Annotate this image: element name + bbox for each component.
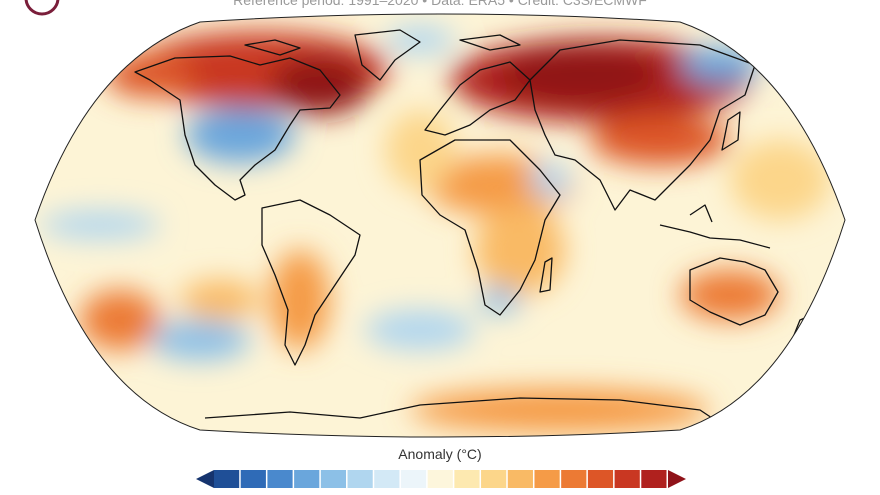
brand-logo xyxy=(24,0,60,16)
legend-arrow-min xyxy=(196,470,214,488)
anomaly-east-siberia xyxy=(680,47,760,83)
legend-title: Anomaly (°C) xyxy=(398,446,482,462)
anomaly-pacific-west xyxy=(730,140,830,220)
coastlines xyxy=(134,29,813,421)
anomaly-field xyxy=(40,26,830,432)
header-subtitle: Reference period: 1991–2020 • Data: ERA5… xyxy=(233,0,647,8)
anomaly-central-us xyxy=(185,107,295,163)
anomaly-alaska xyxy=(105,53,195,97)
anomaly-africa xyxy=(475,205,565,295)
legend-swatch xyxy=(320,470,347,488)
globe-outline xyxy=(34,13,846,438)
anomaly-south-america xyxy=(270,250,330,350)
legend-swatch xyxy=(267,470,293,488)
coast-japan xyxy=(721,111,741,151)
coast-indonesia xyxy=(659,204,771,249)
temperature-anomaly-map xyxy=(34,13,846,438)
coast-antarctica xyxy=(204,397,716,421)
anomaly-atlantic xyxy=(385,110,455,190)
legend-swatch xyxy=(214,470,240,488)
anomaly-hudson xyxy=(270,55,370,115)
coast-africa xyxy=(419,139,561,316)
coast-arctic-islands xyxy=(244,34,521,56)
legend-swatch xyxy=(427,470,453,488)
coast-australia xyxy=(689,257,779,326)
legend-swatch xyxy=(374,470,400,488)
legend-swatch xyxy=(454,470,480,488)
legend-swatch xyxy=(294,470,320,488)
anomaly-south-pacific xyxy=(80,290,160,350)
legend-swatch xyxy=(534,470,560,488)
coast-madagascar xyxy=(539,257,553,293)
legend-swatch xyxy=(614,470,640,488)
anomaly-east-pacific xyxy=(150,320,250,360)
anomaly-arabian xyxy=(530,162,570,198)
anomaly-greenland-sea xyxy=(385,26,455,54)
legend-swatch xyxy=(561,470,587,488)
legend-swatch xyxy=(507,470,533,488)
legend-swatch xyxy=(641,470,667,488)
anomaly-south-pacific-2 xyxy=(180,280,260,320)
legend-swatch xyxy=(400,470,427,488)
coast-north-america xyxy=(134,55,341,201)
legend-swatch xyxy=(347,470,373,488)
legend-swatch xyxy=(587,470,614,488)
legend-swatch xyxy=(240,470,266,488)
anomaly-south-africa xyxy=(480,286,520,314)
legend-swatch xyxy=(481,470,507,488)
anomaly-antarctica xyxy=(410,388,710,432)
anomaly-siberia-core xyxy=(500,47,660,103)
coast-asia xyxy=(529,39,756,211)
coast-greenland xyxy=(354,29,421,81)
coast-south-america xyxy=(261,199,361,366)
legend-arrow-max xyxy=(668,470,686,488)
anomaly-australia xyxy=(680,270,780,320)
anomaly-south-atlantic xyxy=(365,310,475,350)
anomaly-pacific-tropics xyxy=(40,211,160,239)
legend-colorbar xyxy=(196,470,686,488)
anomaly-central-asia xyxy=(590,115,730,165)
